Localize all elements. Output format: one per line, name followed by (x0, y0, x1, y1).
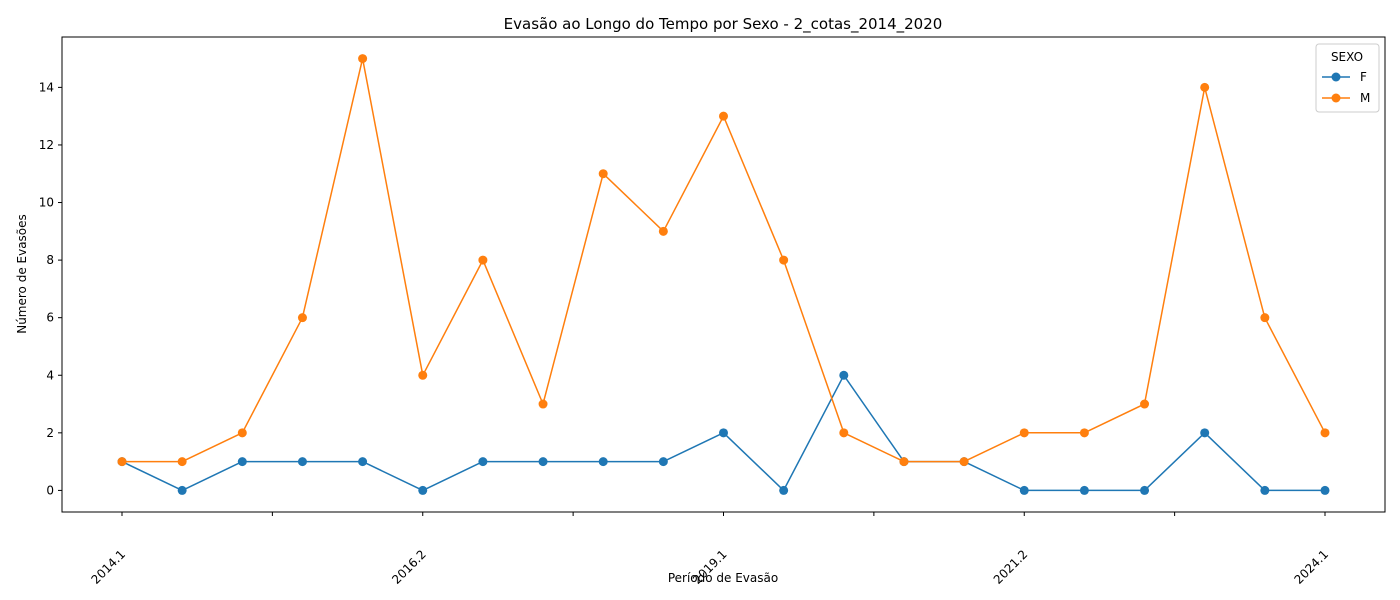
data-point-f (297, 457, 307, 467)
data-point-m (1079, 428, 1089, 438)
data-point-m (598, 169, 608, 179)
data-point-f (719, 428, 728, 438)
data-point-m (1019, 428, 1029, 438)
data-point-m (719, 111, 728, 121)
x-tick-label: 2014.1 (89, 547, 129, 587)
data-point-f (177, 485, 187, 495)
y-tick-label: 10 (39, 196, 54, 210)
y-tick-label: 8 (46, 253, 54, 267)
data-point-m (177, 457, 187, 467)
x-tick-label: 2021.2 (991, 547, 1031, 587)
plot-frame (61, 36, 1386, 513)
legend-box (1315, 43, 1380, 113)
legend-marker (1331, 72, 1341, 82)
x-axis-title: Período de Evasão (668, 571, 778, 585)
legend-label: M (1360, 91, 1370, 105)
data-point-m (478, 255, 488, 265)
data-point-m (1260, 313, 1270, 323)
data-point-m (779, 255, 789, 265)
data-point-m (297, 313, 307, 323)
legend: SEXO FM (1315, 43, 1380, 113)
data-point-m (358, 54, 368, 64)
data-point-f (598, 457, 608, 467)
data-point-f (1019, 485, 1029, 495)
data-point-m (418, 370, 428, 380)
data-point-f (358, 457, 368, 467)
legend-label: F (1360, 70, 1367, 84)
data-point-m (117, 457, 127, 467)
data-point-f (779, 485, 789, 495)
legend-marker (1331, 93, 1341, 103)
data-point-f (1140, 485, 1150, 495)
data-point-f (418, 485, 428, 495)
y-tick-label: 2 (46, 426, 54, 440)
data-point-f (1320, 485, 1330, 495)
data-point-m (899, 457, 909, 467)
data-point-m (237, 428, 247, 438)
data-point-m (839, 428, 849, 438)
data-point-m (658, 226, 668, 236)
data-point-m (959, 457, 969, 467)
data-point-m (1200, 82, 1210, 92)
y-tick-label: 4 (46, 368, 54, 382)
x-tick-label: 2016.2 (389, 547, 429, 587)
data-point-m (1140, 399, 1150, 409)
y-tick-label: 14 (39, 80, 54, 94)
y-tick-label: 6 (46, 311, 54, 325)
data-point-m (538, 399, 548, 409)
data-point-f (478, 457, 488, 467)
data-point-f (1079, 485, 1089, 495)
data-point-f (658, 457, 668, 467)
chart-title: Evasão ao Longo do Tempo por Sexo - 2_co… (504, 15, 943, 34)
data-point-f (839, 370, 849, 380)
y-tick-label: 0 (46, 483, 54, 497)
y-axis-title: Número de Evasões (15, 214, 29, 334)
data-point-f (1260, 485, 1270, 495)
data-point-m (1320, 428, 1330, 438)
legend-title: SEXO (1331, 50, 1363, 64)
x-tick-label: 2024.1 (1292, 547, 1332, 587)
data-point-f (538, 457, 548, 467)
data-point-f (1200, 428, 1210, 438)
data-point-f (237, 457, 247, 467)
y-tick-label: 12 (39, 138, 54, 152)
